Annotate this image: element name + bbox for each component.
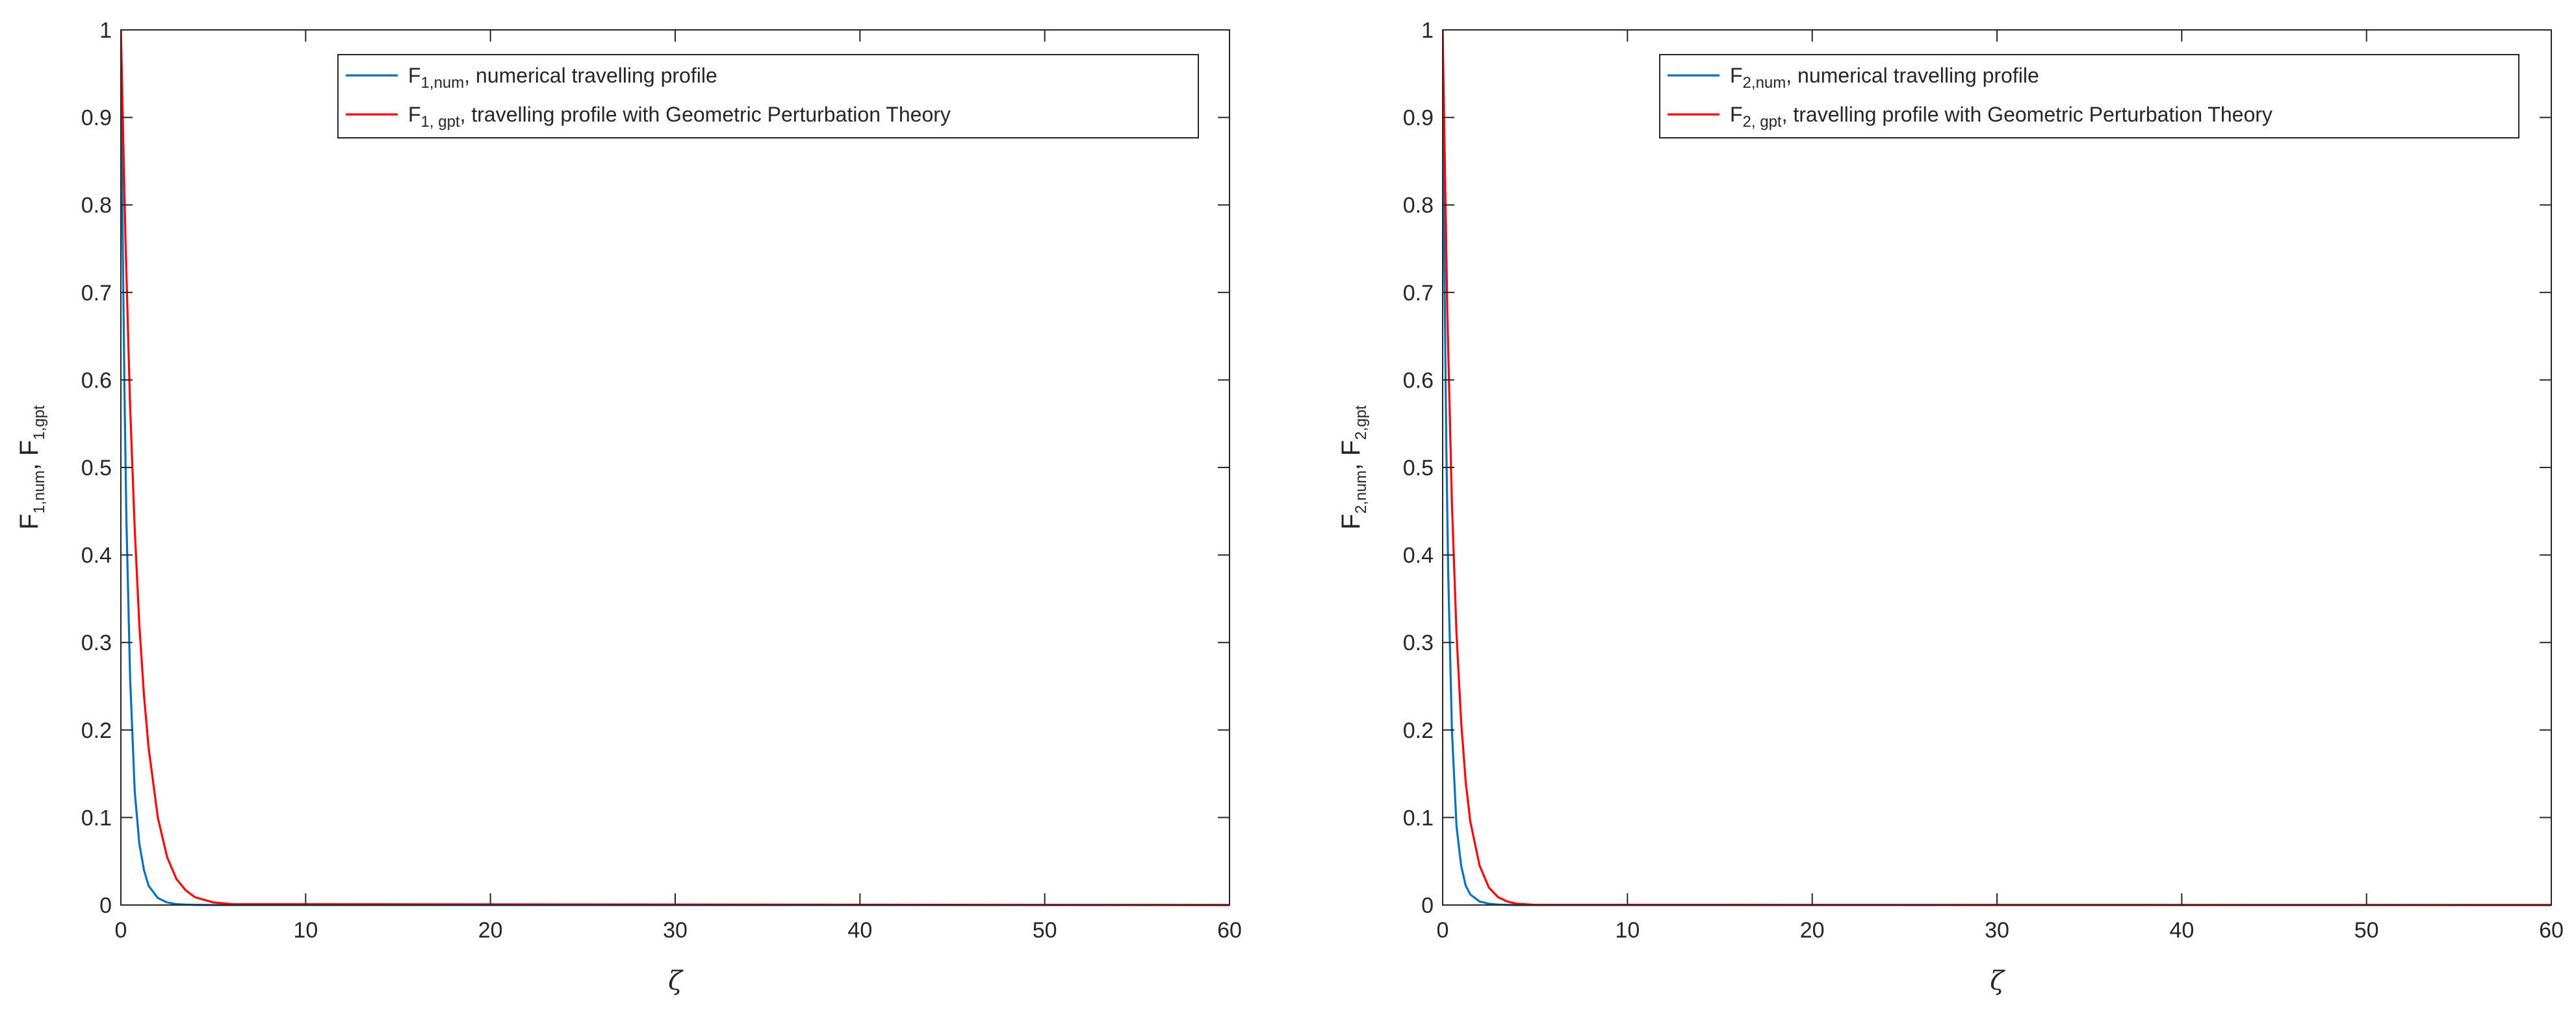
y-tick-label: 0.3 [1403,631,1434,655]
x-tick-label: 30 [1985,918,2009,943]
y-tick-label: 0.1 [1403,806,1434,830]
legend-subscript: 1, gpt [421,113,460,131]
x-axis-label: ζ [1990,966,2005,996]
legend-text: , travelling profile with Geometric Pert… [460,103,951,126]
axes-box [1442,29,2552,906]
legend-text: , numerical travelling profile [464,64,717,87]
y-tick-label: 0 [1421,893,1434,918]
x-tick-label: 20 [1800,918,1825,943]
x-tick-label: 60 [1217,918,1242,943]
x-tick-label: 0 [1437,918,1449,943]
y-tick-label: 0.4 [1403,544,1434,568]
y-label-base: , F [1337,440,1365,471]
y-tick-label: 0.7 [81,281,112,306]
x-tick-label: 60 [2539,918,2564,943]
legend-text: , travelling profile with Geometric Pert… [1782,103,2273,126]
y-label-subscript: 1,gpt [31,405,48,440]
legend-box [1659,54,2519,138]
y-label-base: F [15,514,44,529]
y-tick-label: 1 [1421,18,1434,43]
series-line-1 [1443,29,2551,906]
y-tick-label: 0.7 [1403,281,1434,306]
x-tick-label: 20 [478,918,503,943]
y-tick-label: 0.1 [81,806,112,830]
axes-box [120,29,1230,906]
x-tick-label: 10 [1615,918,1640,943]
y-tick-label: 0.5 [81,456,112,480]
y-tick-label: 0.6 [1403,368,1434,393]
x-tick-label: 0 [115,918,127,943]
y-label-subscript: 1,num [31,470,48,514]
legend-subscript: 2, gpt [1743,113,1782,131]
y-label-base: , F [15,440,44,471]
legend-base: F [408,64,421,87]
x-tick-label: 40 [847,918,872,943]
y-tick-label: 0.3 [81,631,112,655]
legend-entry-2: F2, gpt, travelling profile with Geometr… [1730,103,2273,131]
legend-subscript: 2,num [1743,74,1786,92]
x-axis-label: ζ [668,966,684,996]
chart-2: 0 10 20 30 40 50 60 0 0.1 0.2 0.3 0.4 0.5 0.6 0.7 0.8 0.… [1337,18,2564,996]
legend-base: F [1730,64,1743,87]
chart-1: 0 10 20 30 40 50 60 0 0.1 0.2 0.3 0.4 0.5 0.6 0.7 0.8 0.… [15,18,1242,996]
x-tick-label: 50 [2354,918,2379,943]
y-axis-label: F1,num, F1,gpt [15,405,48,530]
legend-base: F [408,103,421,126]
legend-subscript: 1,num [421,74,465,92]
x-tick-label: 30 [663,918,688,943]
series-line-2 [1443,29,2551,906]
x-tick-label: 10 [293,918,318,943]
series-line-2 [121,29,1230,906]
legend-text: , numerical travelling profile [1786,64,2039,87]
legend-box [337,54,1199,138]
y-tick-label: 0.2 [1403,718,1434,743]
y-label-subscript: 2,num [1352,470,1370,514]
series-line-1 [121,29,1230,906]
y-tick-label: 0.4 [81,544,112,568]
legend-base: F [1730,103,1743,126]
legend-entry-2: F1, gpt, travelling profile with Geometr… [408,103,951,131]
y-label-base: F [1337,514,1365,529]
y-tick-label: 0.9 [1403,106,1434,131]
y-tick-label: 0 [99,893,112,918]
y-tick-label: 0.2 [81,718,112,743]
y-tick-label: 0.5 [1403,456,1434,480]
y-tick-label: 0.8 [1403,193,1434,218]
legend-entry-1: F1,num, numerical travelling profile [408,64,717,92]
y-tick-label: 0.6 [81,368,112,393]
legend-entry-1: F2,num, numerical travelling profile [1730,64,2039,92]
y-tick-label: 0.9 [81,106,112,131]
y-tick-label: 0.8 [81,193,112,218]
x-tick-label: 50 [1033,918,1057,943]
y-axis-label: F2,num, F2,gpt [1337,405,1370,530]
x-tick-label: 40 [2169,918,2194,943]
y-tick-label: 1 [99,18,112,43]
y-label-subscript: 2,gpt [1352,405,1370,440]
